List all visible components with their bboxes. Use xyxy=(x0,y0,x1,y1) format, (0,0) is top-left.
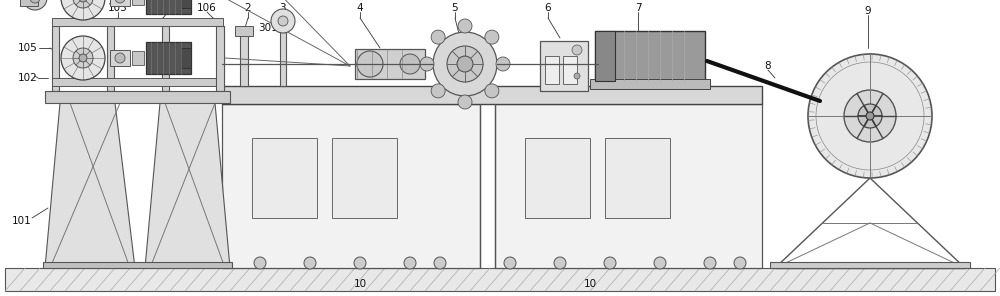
Bar xyxy=(132,0,144,5)
Circle shape xyxy=(357,51,383,77)
Bar xyxy=(545,56,559,84)
Text: 301: 301 xyxy=(258,23,278,33)
Bar xyxy=(240,31,248,86)
Bar xyxy=(43,262,232,268)
Bar xyxy=(235,26,253,36)
Text: 101: 101 xyxy=(12,216,32,226)
Bar xyxy=(595,31,705,81)
Text: 6: 6 xyxy=(545,3,551,13)
Text: 2: 2 xyxy=(245,3,251,13)
Circle shape xyxy=(704,257,716,269)
Circle shape xyxy=(485,30,499,44)
Circle shape xyxy=(504,257,516,269)
Bar xyxy=(280,26,286,86)
Polygon shape xyxy=(45,103,135,268)
Circle shape xyxy=(79,0,87,2)
Circle shape xyxy=(400,54,420,74)
Circle shape xyxy=(271,9,295,33)
Text: 4: 4 xyxy=(357,3,363,13)
Circle shape xyxy=(604,257,616,269)
Bar xyxy=(110,0,130,6)
Bar xyxy=(52,26,59,91)
Text: 5: 5 xyxy=(452,3,458,13)
Bar xyxy=(110,50,130,66)
Text: 104: 104 xyxy=(158,3,178,13)
Text: 102: 102 xyxy=(18,73,38,83)
Bar xyxy=(332,138,397,218)
Circle shape xyxy=(420,57,434,71)
Bar xyxy=(146,42,191,74)
Circle shape xyxy=(434,257,446,269)
Bar xyxy=(540,41,588,91)
Text: 103: 103 xyxy=(108,3,128,13)
Circle shape xyxy=(734,257,746,269)
Bar xyxy=(52,78,223,86)
Bar xyxy=(181,0,191,8)
Bar xyxy=(217,26,224,91)
Circle shape xyxy=(278,16,288,26)
Circle shape xyxy=(79,54,87,62)
Text: 10: 10 xyxy=(583,279,597,289)
Bar xyxy=(590,79,710,89)
Circle shape xyxy=(431,30,445,44)
Bar xyxy=(252,138,317,218)
Circle shape xyxy=(654,257,666,269)
Bar xyxy=(181,48,191,68)
Circle shape xyxy=(404,257,416,269)
Circle shape xyxy=(115,53,125,63)
Circle shape xyxy=(23,0,47,10)
Circle shape xyxy=(433,32,497,96)
Bar xyxy=(495,104,762,268)
Text: 1: 1 xyxy=(65,4,71,14)
Circle shape xyxy=(30,0,40,3)
Circle shape xyxy=(808,54,932,178)
Text: 8: 8 xyxy=(765,61,771,71)
Circle shape xyxy=(844,90,896,142)
Bar xyxy=(525,138,590,218)
Text: 105: 105 xyxy=(18,43,38,53)
Circle shape xyxy=(554,257,566,269)
Circle shape xyxy=(458,95,472,109)
Bar xyxy=(107,26,114,91)
Circle shape xyxy=(115,0,125,3)
Circle shape xyxy=(858,104,882,128)
Bar xyxy=(355,49,425,79)
Bar xyxy=(595,31,615,81)
Circle shape xyxy=(254,257,266,269)
Bar xyxy=(222,86,762,104)
Circle shape xyxy=(354,257,366,269)
Circle shape xyxy=(431,84,445,98)
Circle shape xyxy=(572,45,582,55)
Bar xyxy=(146,0,191,14)
Circle shape xyxy=(457,56,473,72)
Circle shape xyxy=(73,48,93,68)
Circle shape xyxy=(866,112,874,120)
Bar xyxy=(222,104,480,268)
Circle shape xyxy=(73,0,93,8)
Bar xyxy=(45,91,230,103)
Circle shape xyxy=(61,36,105,80)
Circle shape xyxy=(485,84,499,98)
Circle shape xyxy=(304,257,316,269)
Circle shape xyxy=(574,73,580,79)
Text: 3: 3 xyxy=(279,3,285,13)
Circle shape xyxy=(447,46,483,82)
Circle shape xyxy=(61,0,105,20)
Bar xyxy=(132,51,144,65)
Bar xyxy=(216,26,224,91)
Polygon shape xyxy=(145,103,230,268)
Bar xyxy=(563,56,577,84)
Text: 106: 106 xyxy=(197,3,217,13)
Text: 9: 9 xyxy=(865,6,871,16)
Bar xyxy=(162,26,169,91)
Text: 7: 7 xyxy=(635,3,641,13)
Bar xyxy=(5,268,995,291)
Bar xyxy=(770,262,970,268)
Circle shape xyxy=(496,57,510,71)
Bar xyxy=(605,138,670,218)
Bar xyxy=(52,18,223,26)
Text: 10: 10 xyxy=(353,279,367,289)
Bar xyxy=(20,0,38,6)
Circle shape xyxy=(458,19,472,33)
